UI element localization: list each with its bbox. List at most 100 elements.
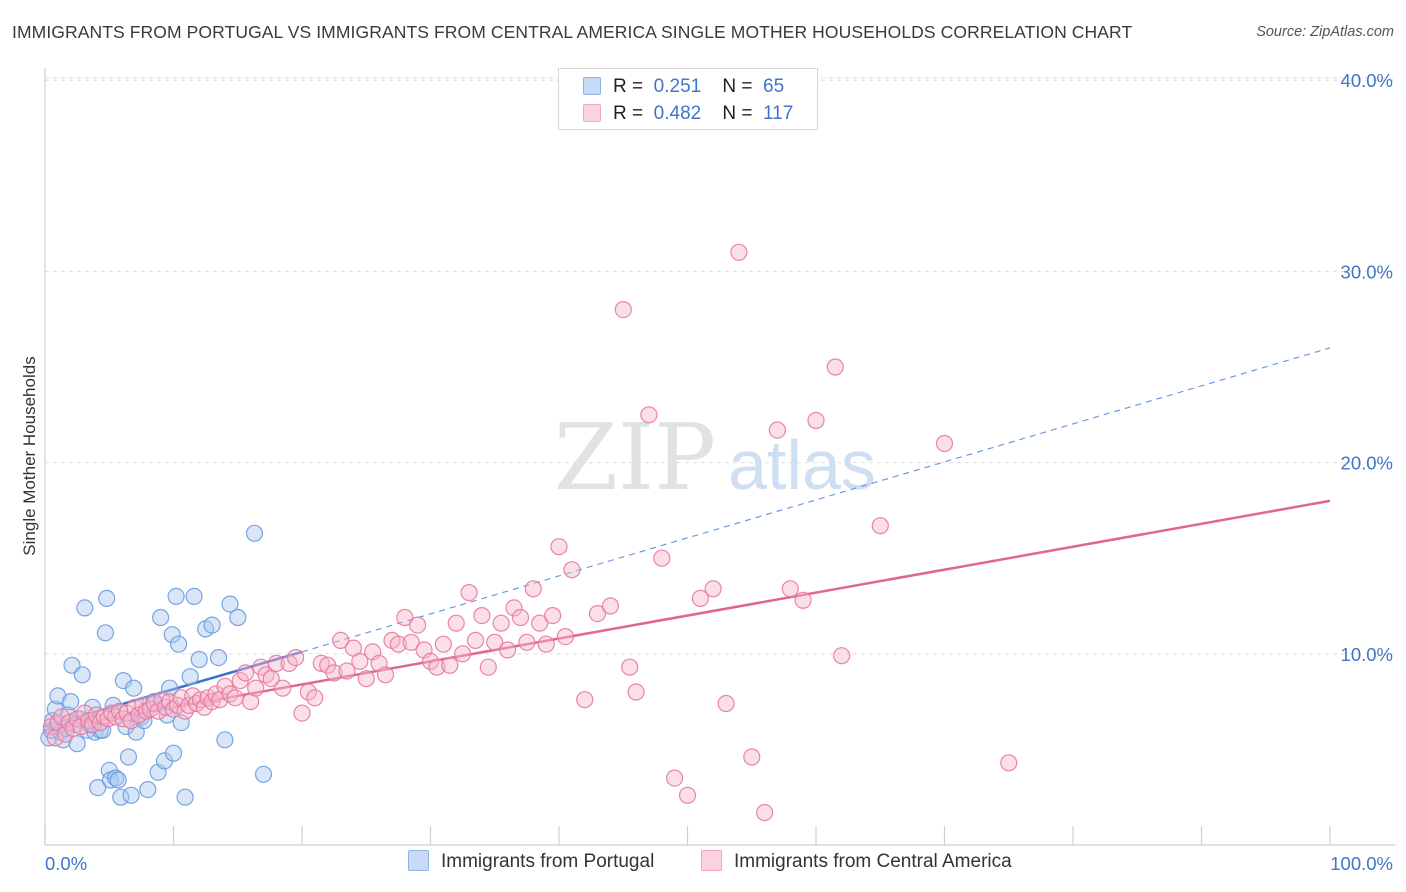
central-america-point xyxy=(755,803,774,822)
portugal-point xyxy=(181,668,199,686)
gridlines xyxy=(45,77,1395,655)
central-america-point xyxy=(704,580,722,598)
portugal-point xyxy=(163,626,181,644)
y-tick-label: 40.0% xyxy=(1341,70,1393,91)
central-america-trend-line xyxy=(44,499,1331,732)
portugal-point xyxy=(185,587,203,606)
portugal-point xyxy=(229,608,247,627)
central-america-point xyxy=(576,691,594,709)
central-america-point xyxy=(730,243,748,261)
central-america-point xyxy=(262,670,280,688)
central-america-point xyxy=(351,652,369,671)
legend-item-central-america[interactable]: Immigrants from Central America xyxy=(701,850,1012,873)
central-america-point xyxy=(537,635,555,653)
portugal-point xyxy=(190,650,208,669)
r-label: R = xyxy=(613,103,644,124)
central-america-point xyxy=(556,627,575,646)
stats-legend: R = 0.251 N = 65 R = 0.482 N = 117 xyxy=(558,68,818,130)
central-america-point xyxy=(447,614,465,632)
portugal-point xyxy=(152,608,170,627)
y-tick-label: 30.0% xyxy=(1341,261,1393,282)
central-america-point xyxy=(531,614,549,632)
y-tick-label: 10.0% xyxy=(1341,644,1393,665)
legend-item-portugal[interactable]: Immigrants from Portugal xyxy=(408,850,654,873)
central-america-point xyxy=(717,694,735,713)
central-america-point xyxy=(357,670,375,688)
central-america-point xyxy=(563,561,581,579)
central-america-point xyxy=(402,633,420,651)
central-america-point xyxy=(274,679,292,697)
central-america-legend-swatch xyxy=(701,850,722,871)
central-america-point xyxy=(833,647,851,665)
n-label: N = xyxy=(722,76,753,97)
central-america-point xyxy=(299,683,317,701)
central-america-point xyxy=(743,748,761,766)
portugal-point xyxy=(254,765,273,783)
central-america-point xyxy=(287,648,305,667)
portugal-swatch xyxy=(583,77,601,95)
central-america-point xyxy=(614,301,632,319)
central-america-point xyxy=(627,683,645,701)
portugal-point xyxy=(216,731,234,749)
central-america-point xyxy=(486,633,504,651)
y-axis-title: Single Mother Households xyxy=(20,356,39,556)
central-america-point xyxy=(518,633,536,651)
legend-label-portugal: Immigrants from Portugal xyxy=(441,851,655,872)
portugal-point xyxy=(170,635,188,653)
chart-title: IMMIGRANTS FROM PORTUGAL VS IMMIGRANTS F… xyxy=(12,22,1133,42)
central-america-point xyxy=(588,604,607,623)
y-tick-label: 20.0% xyxy=(1341,453,1393,474)
central-america-point xyxy=(653,549,671,567)
central-america-point xyxy=(640,406,658,424)
n-value-portugal: 65 xyxy=(763,76,785,97)
central-america-point xyxy=(293,704,311,722)
central-america-swatch xyxy=(583,104,601,122)
watermark-zip: ZIP xyxy=(554,404,716,511)
portugal-point xyxy=(176,788,194,806)
r-label: R = xyxy=(613,76,644,97)
central-america-point xyxy=(421,652,440,671)
portugal-point xyxy=(89,778,107,797)
legend-label-central-america: Immigrants from Central America xyxy=(734,851,1012,872)
central-america-point xyxy=(499,641,517,659)
n-label: N = xyxy=(722,103,753,124)
n-value-central-america: 117 xyxy=(763,103,794,124)
central-america-point xyxy=(473,606,491,625)
chart-source: Source: ZipAtlas.com xyxy=(1256,24,1394,40)
central-america-point xyxy=(226,689,244,707)
central-america-point xyxy=(325,664,343,682)
central-america-point xyxy=(236,664,255,682)
portugal-point xyxy=(245,524,264,542)
central-america-point xyxy=(247,679,265,697)
central-america-point xyxy=(441,656,459,674)
central-america-point xyxy=(409,616,427,634)
central-america-point xyxy=(460,583,478,602)
portugal-point xyxy=(98,589,116,608)
portugal-point xyxy=(167,587,185,606)
central-america-point xyxy=(454,645,472,663)
central-america-point xyxy=(621,658,639,676)
central-america-point xyxy=(550,538,568,556)
portugal-point xyxy=(203,616,221,634)
portugal-point xyxy=(221,595,239,613)
portugal-point xyxy=(209,648,228,667)
x-tick-label-max: 100.0% xyxy=(1330,853,1393,874)
central-america-point xyxy=(678,786,697,804)
r-value-portugal: 0.251 xyxy=(653,76,702,97)
central-america-point xyxy=(781,580,799,598)
central-america-point xyxy=(807,411,825,430)
central-america-point xyxy=(338,662,356,680)
central-america-point xyxy=(280,654,298,673)
central-america-point xyxy=(524,580,542,598)
central-america-point xyxy=(691,589,710,608)
central-america-point xyxy=(871,517,889,535)
stats-row-portugal: R = 0.251 N = 65 xyxy=(583,76,784,100)
portugal-point xyxy=(109,771,127,789)
portugal-point xyxy=(73,666,91,684)
central-america-point xyxy=(479,658,497,676)
central-america-point xyxy=(794,591,812,609)
stats-row-central-america: R = 0.482 N = 117 xyxy=(583,103,793,127)
central-america-point xyxy=(396,608,414,627)
tick-labels: 10.0% 20.0% 30.0% 40.0% 0.0% 100.0% xyxy=(45,70,1393,874)
